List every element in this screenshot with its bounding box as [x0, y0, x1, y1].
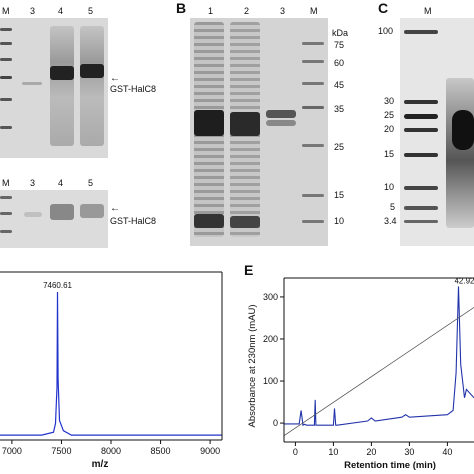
x-tick-label: 8000: [101, 446, 121, 456]
marker-label: 10: [384, 182, 395, 192]
x-tick-label: 40: [442, 447, 452, 457]
arrow-icon: ←: [110, 203, 120, 214]
marker-label: 25: [334, 142, 345, 152]
arrow-icon: ←: [110, 73, 120, 84]
x-tick-label: 7500: [51, 446, 71, 456]
y-tick-label: 200: [263, 334, 278, 344]
x-axis-label: Retention time (min): [344, 460, 436, 471]
lane-label: 3: [280, 6, 286, 16]
lane-label: 5: [88, 6, 94, 16]
marker-label: 35: [334, 104, 345, 114]
marker-label: 10: [334, 216, 345, 226]
y-axis-label: Absorbance at 230nm (mAU): [247, 304, 258, 427]
peak-label: 7460.61: [43, 281, 72, 290]
chart-d: 7000 7500 8000 8500 9000 7460.61 m/z: [0, 271, 223, 470]
marker-label: 75: [334, 40, 345, 50]
lane-label: 4: [58, 178, 64, 188]
y-tick-label: 300: [263, 292, 278, 302]
lane-label: 3: [30, 6, 36, 16]
chromatogram-line: [284, 286, 474, 427]
gel-a-top: [0, 18, 108, 158]
lane-label: 1: [208, 6, 214, 16]
marker-label: 3.4: [384, 216, 397, 226]
lane-label: M: [2, 178, 10, 188]
panel-letter: B: [176, 0, 187, 16]
lane-label: M: [2, 6, 10, 16]
marker-label: 5: [390, 202, 396, 212]
lane-label: 2: [244, 6, 250, 16]
x-tick-label: 9000: [200, 446, 220, 456]
lane-label: 3: [30, 178, 36, 188]
panel-letter: E: [244, 262, 254, 278]
x-tick-label: 10: [328, 447, 338, 457]
marker-label: 25: [384, 110, 395, 120]
marker-label: 15: [384, 149, 395, 159]
y-tick-label: 0: [273, 418, 278, 428]
marker-label: 60: [334, 58, 345, 68]
lane-label: 5: [88, 178, 94, 188]
marker-label: 30: [384, 96, 395, 106]
chart-e: Absorbance at 230nm (mAU) 0 10 20 30 40 0 100 2…: [247, 276, 474, 471]
x-axis-label: m/z: [92, 459, 109, 470]
gel-a-bottom: [0, 190, 108, 248]
x-tick-label: 0: [293, 447, 298, 457]
lane-label: M: [424, 6, 432, 16]
peak-label: 42.92: [454, 276, 474, 285]
protein-annotation: GST-HalC8: [110, 216, 157, 226]
x-tick-label: 7000: [2, 446, 22, 456]
series-line: [0, 291, 222, 436]
marker-label: 20: [384, 124, 395, 134]
gradient-line: [283, 307, 474, 437]
unit-label: kDa: [332, 28, 349, 38]
marker-label: 45: [334, 80, 345, 90]
protein-annotation: GST-HalC8: [110, 84, 157, 94]
gel-b: [190, 18, 328, 246]
marker-label: 15: [334, 190, 345, 200]
marker-label: 100: [378, 26, 394, 36]
y-tick-label: 100: [263, 376, 278, 386]
x-tick-label: 30: [404, 447, 414, 457]
gel-c: [400, 18, 474, 246]
lane-label: 4: [58, 6, 64, 16]
lane-label: M: [310, 6, 318, 16]
panel-letter: C: [378, 0, 389, 16]
x-tick-label: 8500: [151, 446, 171, 456]
x-tick-label: 20: [366, 447, 376, 457]
